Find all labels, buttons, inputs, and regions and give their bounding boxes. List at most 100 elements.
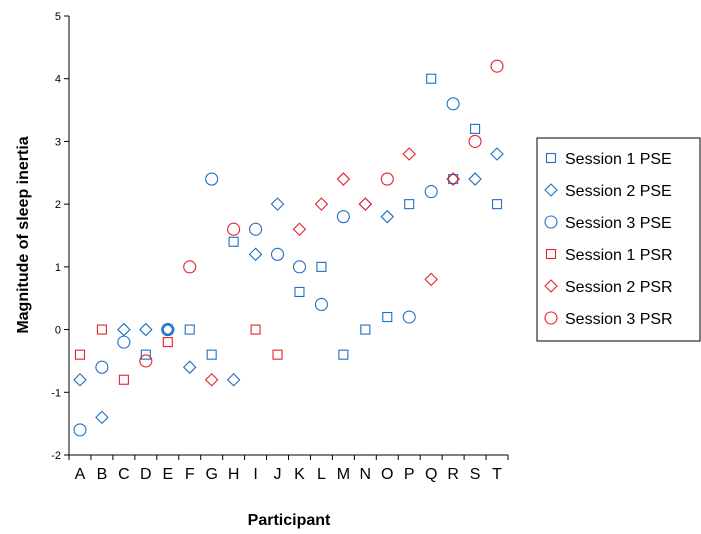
legend-label: Session 3 PSE	[565, 215, 672, 232]
data-point	[139, 354, 153, 368]
data-point	[206, 349, 217, 360]
legend: Session 1 PSE Session 2 PSE Session 3 PSE S…	[536, 137, 701, 342]
y-axis: -2 -1 0 1 2 3 4 5	[51, 11, 70, 462]
data-point	[73, 423, 87, 437]
data-point	[95, 410, 109, 425]
data-point	[162, 337, 173, 348]
data-point	[424, 185, 438, 199]
data-point	[402, 147, 417, 161]
x-tick-label: K	[294, 466, 305, 483]
data-point	[96, 324, 107, 335]
square-marker-icon	[545, 248, 557, 260]
data-point	[380, 172, 394, 186]
x-tick-label: R	[447, 466, 459, 483]
legend-label: Session 2 PSR	[565, 279, 673, 296]
data-point	[74, 349, 86, 360]
legend-label: Session 1 PSE	[565, 151, 672, 168]
data-point	[446, 172, 460, 186]
data-point	[248, 247, 263, 262]
series-session-3-pse	[73, 97, 460, 437]
data-point	[182, 360, 197, 374]
x-tick-label: J	[274, 466, 282, 483]
data-point	[468, 172, 482, 186]
y-tick-label: 5	[55, 11, 61, 23]
data-point	[95, 360, 109, 374]
x-axis-title: Participant	[248, 512, 331, 529]
data-point	[336, 210, 350, 224]
y-tick-label: 0	[55, 325, 61, 337]
y-axis-title: Magnitude of sleep inertia	[15, 136, 32, 333]
data-point	[292, 260, 307, 274]
data-point	[118, 374, 129, 385]
diamond-marker-icon	[544, 183, 558, 197]
x-tick-label: G	[205, 466, 217, 483]
y-tick-label: -1	[51, 387, 61, 399]
series-session-1-psr	[74, 324, 283, 385]
data-point	[250, 324, 261, 335]
data-point	[314, 197, 329, 211]
data-point	[292, 222, 307, 237]
data-point	[294, 286, 305, 297]
data-point	[183, 260, 197, 274]
data-point	[139, 322, 153, 337]
data-point	[270, 197, 285, 211]
data-point	[426, 73, 437, 84]
legend-item: Session 3 PSR	[544, 311, 673, 328]
legend-item: Session 1 PSR	[545, 247, 673, 264]
legend-item: Session 3 PSE	[544, 215, 672, 232]
x-tick-label: D	[140, 466, 152, 483]
data-point	[404, 199, 415, 210]
x-tick-label: B	[97, 466, 108, 483]
data-point	[161, 323, 175, 337]
data-point	[491, 199, 503, 210]
series-session-2-pse	[73, 147, 504, 425]
y-tick-label: 1	[55, 262, 61, 274]
series-session-3-psr	[139, 59, 504, 368]
y-tick-label: 3	[55, 136, 61, 148]
x-tick-label: C	[118, 466, 130, 483]
data-point	[490, 59, 504, 73]
data-point	[227, 222, 241, 236]
x-tick-label: T	[492, 466, 502, 483]
data-point	[73, 372, 87, 387]
x-tick-label: A	[75, 466, 86, 483]
x-tick-label: L	[317, 466, 326, 483]
x-tick-label: P	[404, 466, 415, 483]
legend-label: Session 1 PSR	[565, 247, 673, 264]
data-point	[162, 324, 173, 335]
data-point	[358, 197, 373, 211]
data-point	[490, 147, 504, 161]
legend-item: Session 2 PSR	[544, 279, 673, 296]
y-tick-label: 2	[55, 199, 61, 211]
data-point	[338, 349, 349, 360]
data-point	[468, 134, 482, 148]
x-tick-label: E	[162, 466, 173, 483]
series-session-2-psr	[204, 147, 460, 387]
data-point	[358, 197, 373, 211]
data-point	[226, 372, 241, 387]
data-point	[446, 97, 460, 111]
data-point	[380, 209, 395, 224]
data-point	[117, 322, 131, 337]
x-tick-label: H	[228, 466, 240, 483]
data-point	[448, 174, 459, 185]
data-point	[402, 310, 416, 324]
legend-label: Session 3 PSR	[565, 311, 673, 328]
data-point	[314, 297, 328, 312]
x-tick-label: F	[185, 466, 195, 483]
x-tick-label: O	[381, 466, 393, 483]
legend-item: Session 2 PSE	[544, 183, 672, 200]
data-points	[73, 59, 504, 437]
series-session-1-pse	[140, 73, 503, 360]
data-point	[205, 172, 219, 186]
circle-marker-icon	[544, 311, 558, 325]
data-point	[117, 335, 131, 349]
x-tick-label: I	[253, 466, 257, 483]
data-point	[140, 349, 151, 360]
square-marker-icon	[545, 152, 557, 164]
y-tick-label: -2	[51, 450, 61, 462]
data-point	[336, 172, 351, 186]
data-point	[184, 324, 195, 335]
legend-label: Session 2 PSE	[565, 183, 672, 200]
